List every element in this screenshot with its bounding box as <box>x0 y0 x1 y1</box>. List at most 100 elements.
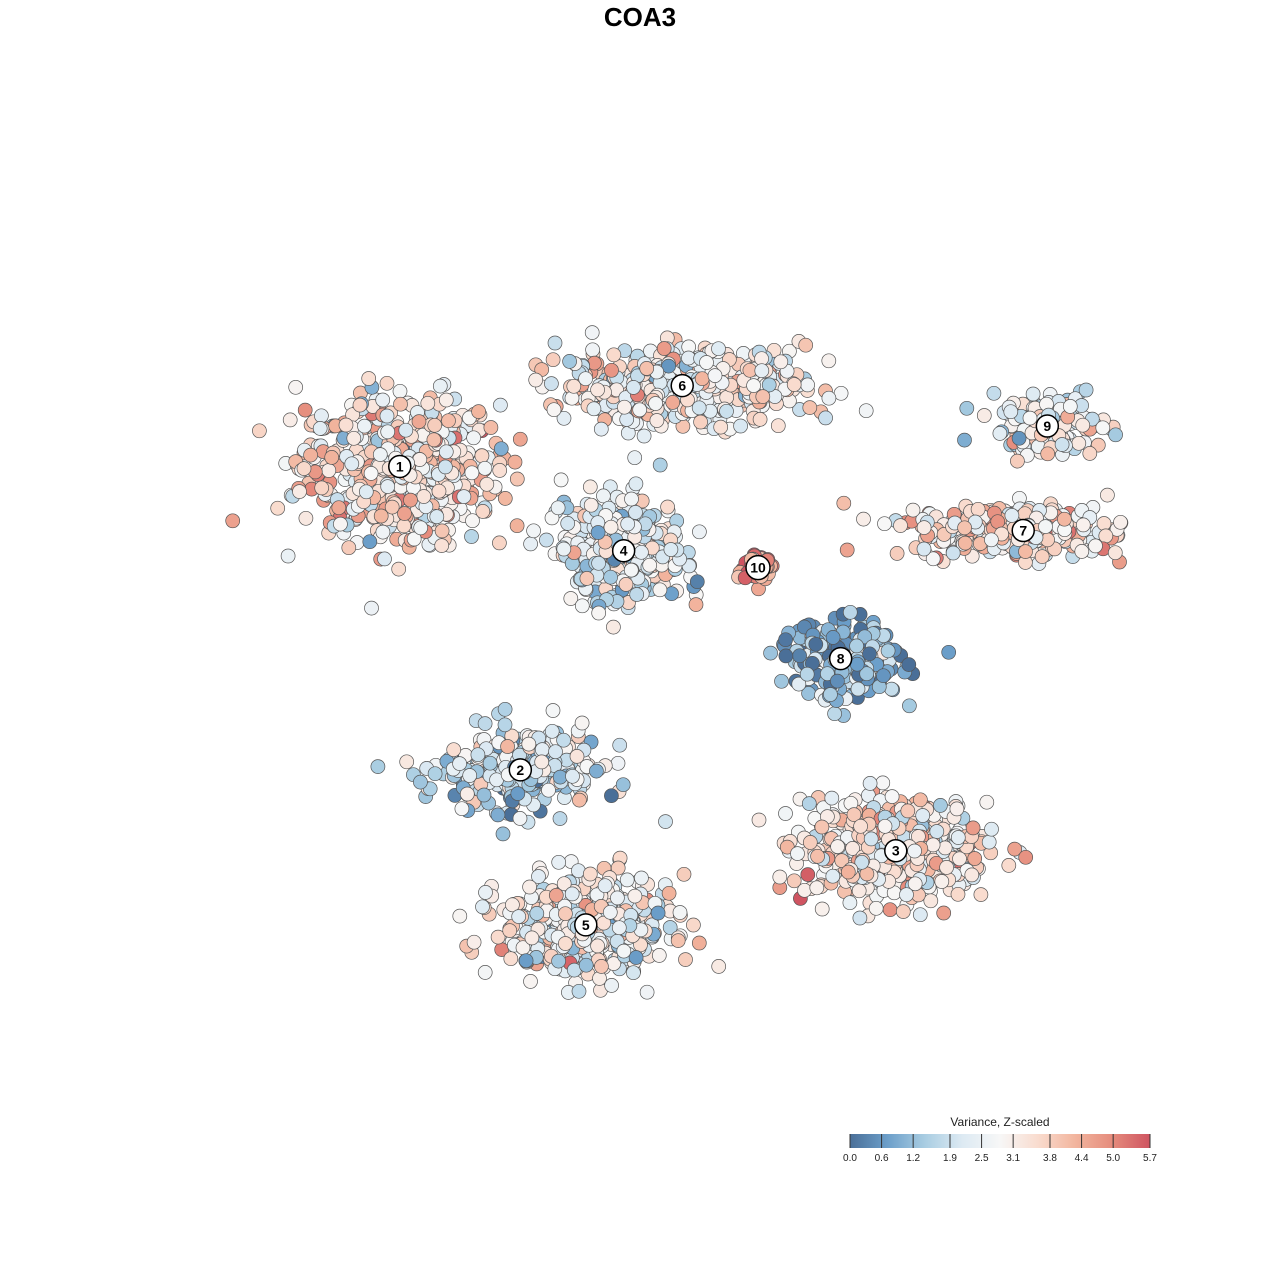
cell-point <box>553 472 569 488</box>
cell-point <box>634 870 649 886</box>
cell-point <box>792 648 807 664</box>
cell-point <box>396 518 412 534</box>
cluster-label-10: 10 <box>745 554 771 581</box>
cell-point <box>859 666 875 682</box>
cell-point <box>615 777 631 793</box>
cell-point <box>824 790 840 806</box>
cell-point <box>821 390 837 406</box>
cell-point <box>558 936 573 951</box>
cell-point <box>377 551 392 567</box>
cell-point <box>797 882 812 898</box>
cell-point <box>546 402 562 418</box>
cell-point <box>464 465 480 481</box>
cell-point <box>548 744 563 760</box>
cell-point <box>620 516 636 532</box>
cell-point <box>979 794 995 810</box>
cell-point <box>225 513 241 529</box>
cell-point <box>590 525 606 540</box>
cell-point <box>528 372 544 388</box>
cell-point <box>434 523 450 539</box>
cell-point <box>970 501 986 517</box>
cell-point <box>670 933 686 948</box>
cell-point <box>604 788 619 804</box>
cell-point <box>526 523 541 539</box>
cell-point <box>1113 514 1128 530</box>
cell-point <box>544 723 560 739</box>
cluster-label-3: 3 <box>884 838 908 863</box>
cell-point <box>1004 508 1020 523</box>
cluster-label-text: 9 <box>1043 418 1051 434</box>
cell-point <box>802 400 818 415</box>
cell-point <box>500 739 515 754</box>
cell-point <box>746 378 761 393</box>
cell-point <box>505 897 520 913</box>
cell-point <box>686 917 701 933</box>
cell-point <box>856 511 871 527</box>
cell-point <box>852 910 868 926</box>
cluster-label-marker <box>388 454 412 479</box>
cell-point <box>380 479 396 494</box>
cell-point <box>665 395 681 410</box>
cell-point <box>825 868 841 884</box>
cell-point <box>459 786 475 802</box>
cell-point <box>639 361 655 376</box>
cell-point <box>802 835 818 850</box>
cell-point <box>610 860 626 876</box>
cell-point <box>511 909 527 924</box>
cell-point <box>616 943 632 959</box>
cell-point <box>949 801 965 817</box>
cell-point <box>441 413 456 429</box>
cell-point <box>893 518 908 533</box>
cell-point <box>839 542 855 558</box>
cell-point <box>661 885 677 901</box>
cell-point <box>912 907 928 923</box>
cell-point <box>964 867 980 883</box>
cell-point <box>1010 453 1025 469</box>
cell-point <box>627 450 643 466</box>
cell-point <box>636 428 652 444</box>
cell-point <box>840 864 856 880</box>
cell-point <box>604 362 619 378</box>
cell-point <box>585 342 600 358</box>
cell-point <box>642 557 658 573</box>
cell-point <box>375 524 391 540</box>
color-legend: Variance, Z-scaled 0.0 0.6 1.2 1.9 2.5 3.1 3.8… <box>843 1115 1157 1164</box>
cell-point <box>925 837 941 853</box>
cell-point <box>692 524 707 540</box>
cell-point <box>446 742 462 758</box>
cell-point <box>597 878 613 894</box>
cell-point <box>357 418 372 434</box>
cell-point <box>984 821 999 837</box>
cell-point <box>957 432 972 448</box>
cell-point <box>836 495 852 511</box>
legend-title: Variance, Z-scaled <box>950 1115 1049 1129</box>
cell-point <box>591 555 606 571</box>
cell-point <box>541 782 556 798</box>
cell-point <box>799 666 815 682</box>
cell-point <box>933 798 948 813</box>
cell-point <box>937 840 953 856</box>
cell-point <box>298 510 314 526</box>
cell-point <box>786 873 802 889</box>
cell-point <box>523 974 538 989</box>
cell-point <box>618 577 634 592</box>
cell-point <box>529 906 545 921</box>
cell-point <box>303 447 318 463</box>
cell-point <box>456 489 472 504</box>
cell-point <box>454 801 470 817</box>
cell-point <box>791 676 807 692</box>
cell-point <box>475 504 491 519</box>
cell-point <box>834 853 850 868</box>
cell-point <box>880 643 896 659</box>
cell-point <box>393 396 408 412</box>
cell-point <box>825 630 841 645</box>
cell-point <box>547 335 563 351</box>
cell-point <box>312 421 328 436</box>
cell-point <box>626 380 641 395</box>
cell-point <box>482 755 498 771</box>
cell-point <box>1003 404 1019 420</box>
cell-point <box>373 508 389 524</box>
cell-point <box>936 905 952 921</box>
cell-point <box>603 519 619 535</box>
cell-point <box>427 417 443 433</box>
